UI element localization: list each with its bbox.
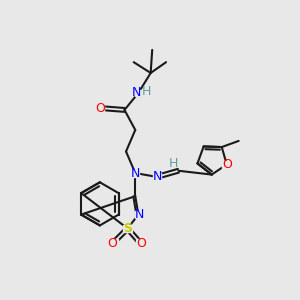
Text: H: H — [169, 157, 178, 169]
Text: S: S — [123, 222, 132, 235]
Bar — [110, 239, 118, 246]
Bar — [136, 239, 144, 246]
Text: O: O — [222, 158, 232, 171]
Text: O: O — [136, 237, 146, 250]
Bar — [134, 211, 142, 218]
Bar — [222, 160, 231, 168]
Text: N: N — [132, 86, 142, 100]
Text: O: O — [95, 102, 105, 115]
Bar — [134, 89, 142, 96]
Text: N: N — [135, 208, 145, 221]
Text: N: N — [153, 170, 162, 183]
Bar — [96, 105, 104, 112]
Bar — [131, 169, 139, 176]
Bar — [123, 225, 132, 232]
Text: N: N — [130, 167, 140, 180]
Text: O: O — [107, 237, 117, 250]
Bar — [153, 173, 161, 180]
Text: H: H — [141, 85, 151, 98]
